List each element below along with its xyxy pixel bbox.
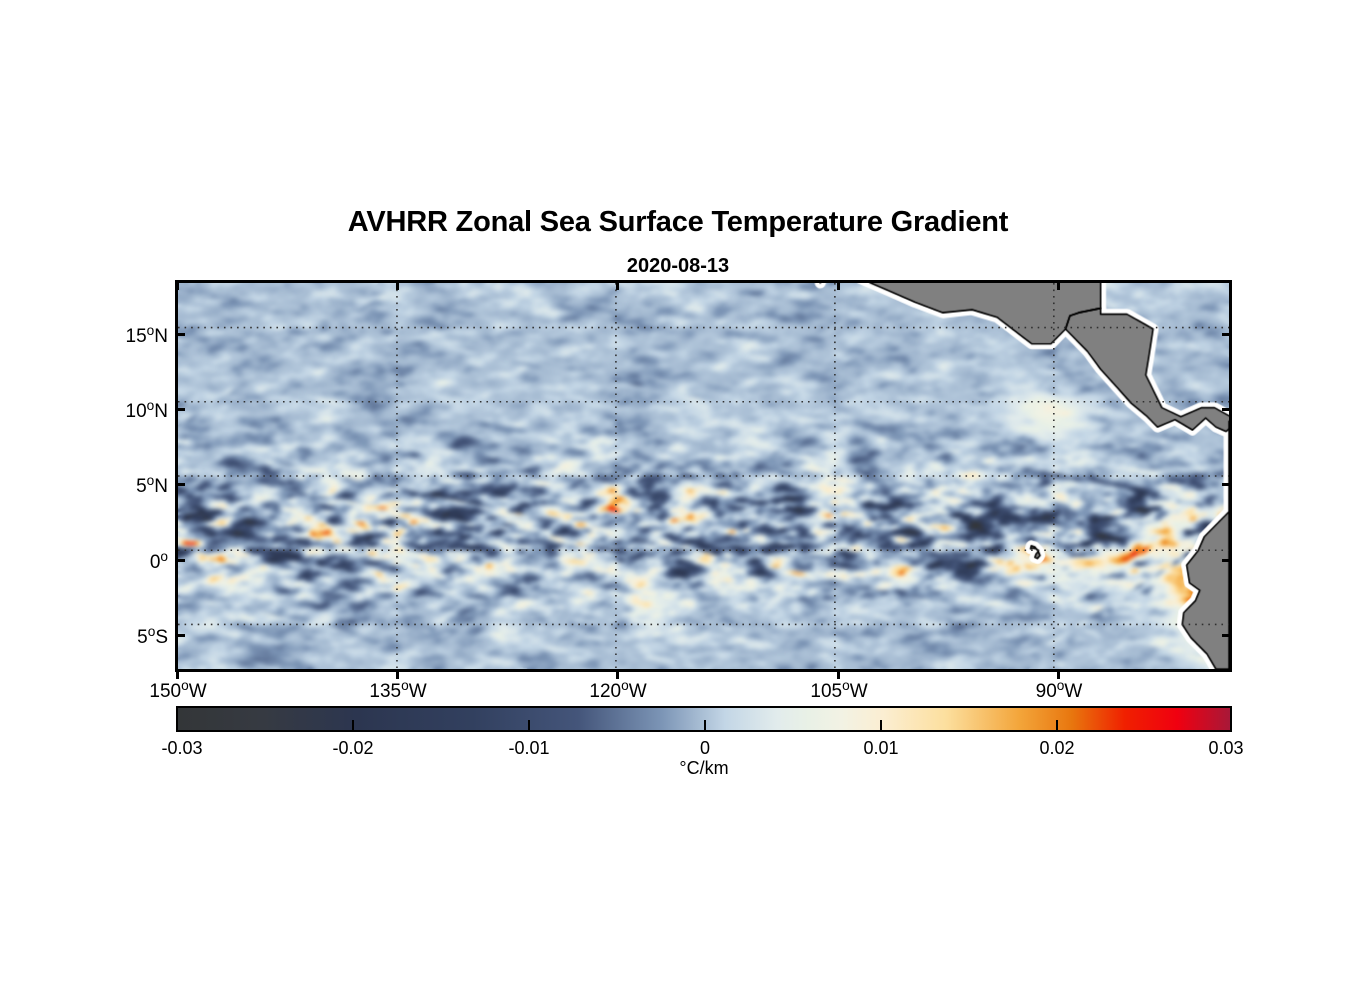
colorbar-label-2: -0.01 [508,738,550,758]
ytick-15n [175,333,185,336]
xtick-135w-top [396,280,399,290]
colorbar-tick-0.01 [880,720,882,732]
ytick-label-5n: 5oN [136,473,168,498]
colorbar-label-6: 0.03 [1208,738,1244,758]
ytick-label-5s: 5oS [137,624,168,649]
xtick-120w-top [616,280,619,290]
xtick-label-90w: 90oW [1035,678,1083,703]
xtick-label-120w: 120oW [589,678,647,703]
ytick-5s-right [1222,634,1232,637]
ytick-5s [175,634,185,637]
colorbar-label-1: -0.02 [332,738,374,758]
colorbar-tick-0.02 [1056,720,1058,732]
xtick-label-135w: 135oW [369,678,427,703]
ytick-0 [175,559,185,562]
ytick-10n [175,408,185,411]
page-title: AVHRR Zonal Sea Surface Temperature Grad… [347,206,1009,238]
colorbar-label-3: 0 [699,738,711,758]
xtick-90w [1057,669,1060,679]
xtick-105w [837,669,840,679]
ytick-5n [175,483,185,486]
xtick-150w-top [176,280,179,290]
subtitle-date: 2020-08-13 [626,255,730,277]
xtick-label-150w: 150oW [149,678,207,703]
colorbar-gradient [178,708,1230,730]
colorbar-label-0: -0.03 [161,738,203,758]
colorbar-tick--0.01 [528,720,530,732]
ytick-15n-right [1222,333,1232,336]
ytick-label-0: 0o [149,549,168,574]
ytick-label-15n: 15oN [125,323,168,348]
colorbar-tick--0.02 [352,720,354,732]
xtick-120w [616,669,619,679]
colorbar-label-4: 0.01 [863,738,899,758]
colorbar-unit-label: °C/km [679,758,729,778]
colorbar-label-5: 0.02 [1039,738,1075,758]
xtick-105w-top [837,280,840,290]
ytick-10n-right [1222,408,1232,411]
xtick-label-105w: 105oW [810,678,868,703]
xtick-150w [176,669,179,679]
ytick-5n-right [1222,483,1232,486]
ytick-label-10n: 10oN [125,398,168,423]
xtick-135w [396,669,399,679]
colorbar-tick-0 [704,720,706,732]
ytick-0-right [1222,559,1232,562]
map-axes [175,280,1232,672]
sst-gradient-heatmap [178,283,1229,669]
xtick-90w-top [1057,280,1060,290]
